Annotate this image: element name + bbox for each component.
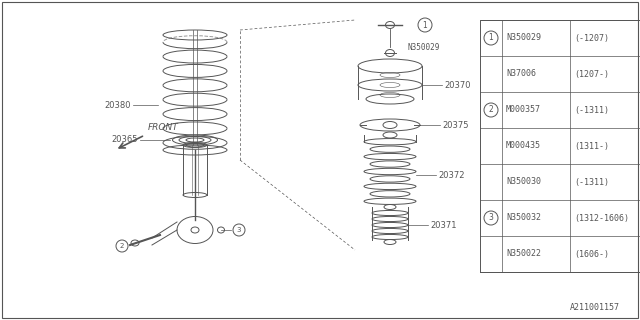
Text: 1: 1: [488, 34, 493, 43]
Text: N37006: N37006: [506, 69, 536, 78]
Text: 3: 3: [237, 227, 241, 233]
Text: (-1207): (-1207): [574, 34, 609, 43]
Text: (1606-): (1606-): [574, 250, 609, 259]
Text: 20380: 20380: [104, 100, 131, 109]
Text: N350029: N350029: [506, 34, 541, 43]
Text: (1312-1606): (1312-1606): [574, 213, 629, 222]
Text: 1: 1: [422, 20, 428, 29]
Bar: [480, 20, 640, 272]
Text: 2: 2: [488, 106, 493, 115]
Text: N350032: N350032: [506, 213, 541, 222]
Text: 20365: 20365: [111, 135, 138, 145]
Text: (-1311): (-1311): [574, 178, 609, 187]
Text: FRONT: FRONT: [148, 123, 179, 132]
Text: 20371: 20371: [430, 220, 456, 229]
Text: 3: 3: [488, 213, 493, 222]
Text: 20375: 20375: [442, 121, 468, 130]
Text: N350022: N350022: [506, 250, 541, 259]
Text: (1311-): (1311-): [574, 141, 609, 150]
Text: N350030: N350030: [506, 178, 541, 187]
Text: 20372: 20372: [438, 171, 465, 180]
Text: M000357: M000357: [506, 106, 541, 115]
Text: (1207-): (1207-): [574, 69, 609, 78]
Text: (-1311): (-1311): [574, 106, 609, 115]
Text: A211001157: A211001157: [570, 303, 620, 312]
Text: 2: 2: [120, 243, 124, 249]
Text: M000435: M000435: [506, 141, 541, 150]
Text: 20370: 20370: [444, 81, 470, 90]
Text: N350029: N350029: [408, 43, 440, 52]
